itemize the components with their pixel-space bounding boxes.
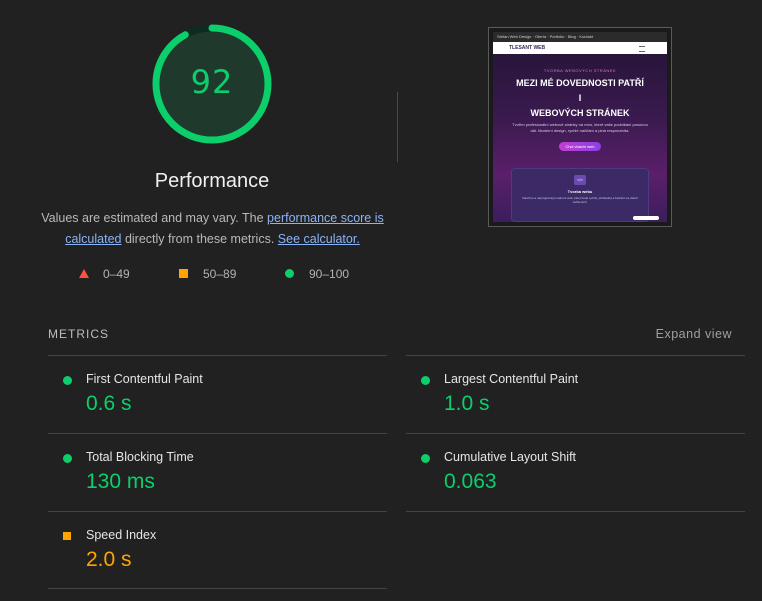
legend-range: 90–100: [309, 267, 350, 281]
metric-title: Total Blocking Time: [86, 450, 194, 464]
legend-range: 0–49: [103, 267, 130, 281]
category-title: Performance: [154, 170, 270, 192]
headline-line-1: MEZI MÉ DOVEDNOSTI PATŘÍ: [516, 78, 644, 88]
metric-value: 1.0 s: [444, 392, 490, 415]
pass-circle-icon: [421, 454, 430, 463]
metric-divider: [48, 511, 387, 512]
screenshot-card: </> Tvorba webu Navrhnu a naprogramuji m…: [511, 168, 649, 222]
pass-circle-icon: [63, 376, 72, 385]
screenshot-paragraph: Tvořím profesionální webové stránky na m…: [512, 122, 648, 133]
metric-title: Largest Contentful Paint: [444, 372, 579, 386]
metric-value: 130 ms: [86, 470, 155, 493]
metric-divider: [406, 355, 745, 356]
metric-divider: [48, 355, 387, 356]
screenshot-headline: MEZI MÉ DOVEDNOSTI PATŘÍ I WEBOVÝCH STRÁ…: [493, 76, 667, 121]
score-value: 92: [190, 63, 234, 101]
code-icon: </>: [574, 175, 586, 185]
screenshot-navbar: TLESANT WEB: [493, 42, 667, 54]
metric-total-blocking-time: Total Blocking Time 130 ms: [63, 448, 393, 518]
screenshot-cta-button: Chci vlastní web: [559, 142, 601, 151]
metric-largest-contentful-paint: Largest Contentful Paint 1.0 s: [421, 370, 751, 440]
hamburger-icon: [639, 46, 645, 52]
screenshot-chip: [633, 216, 659, 220]
gauge-ring: [152, 24, 272, 144]
triangle-icon: [79, 269, 89, 278]
screenshot-card-title: Tvorba webu: [567, 189, 593, 194]
score-legend: 0–49 50–89 90–100: [0, 266, 400, 282]
legend-range: 50–89: [203, 267, 237, 281]
screenshot-kicker: TVORBA WEBOVÝCH STRÁNEK: [543, 68, 617, 73]
metric-divider: [406, 433, 745, 434]
headline-line-2: I: [578, 93, 582, 103]
circle-icon: [285, 269, 294, 278]
metric-speed-index: Speed Index 2.0 s: [63, 526, 393, 596]
metric-value: 0.6 s: [86, 392, 132, 415]
metric-value: 0.063: [444, 470, 497, 493]
score-calculated-link[interactable]: performance score is calculated: [65, 211, 384, 246]
screenshot-card-text: Navrhnu a naprogramuji moderní web, kter…: [522, 196, 638, 204]
screenshot-browser-bar: Stefan Web Design · Oferta · Portfolio ·…: [493, 32, 667, 42]
screenshot-logo: TLESANT WEB: [509, 45, 546, 51]
metric-divider: [48, 588, 387, 589]
pass-circle-icon: [63, 454, 72, 463]
gauge-arc: [152, 24, 272, 144]
screenshot-page: Stefan Web Design · Oferta · Portfolio ·…: [493, 32, 667, 222]
metric-title: Speed Index: [86, 528, 157, 542]
vertical-divider: [397, 92, 398, 162]
metrics-header: METRICS: [48, 327, 109, 341]
score-description: Values are estimated and may vary. The p…: [40, 208, 385, 250]
performance-gauge: 92: [152, 24, 272, 144]
see-calculator-link[interactable]: See calculator.: [277, 232, 360, 246]
description-text-2: directly from these metrics.: [121, 232, 275, 246]
expand-view-toggle[interactable]: Expand view: [655, 327, 732, 341]
metric-first-contentful-paint: First Contentful Paint 0.6 s: [63, 370, 393, 440]
metric-divider: [406, 511, 745, 512]
metric-divider: [48, 433, 387, 434]
metric-title: Cumulative Layout Shift: [444, 450, 577, 464]
metric-value: 2.0 s: [86, 548, 132, 571]
metric-title: First Contentful Paint: [86, 372, 203, 386]
average-square-icon: [63, 532, 71, 540]
description-text: Values are estimated and may vary. The: [41, 211, 268, 225]
final-screenshot[interactable]: Stefan Web Design · Oferta · Portfolio ·…: [488, 27, 672, 227]
square-icon: [179, 269, 188, 278]
metric-cumulative-layout-shift: Cumulative Layout Shift 0.063: [421, 448, 751, 518]
pass-circle-icon: [421, 376, 430, 385]
headline-line-3: WEBOVÝCH STRÁNEK: [530, 108, 630, 118]
